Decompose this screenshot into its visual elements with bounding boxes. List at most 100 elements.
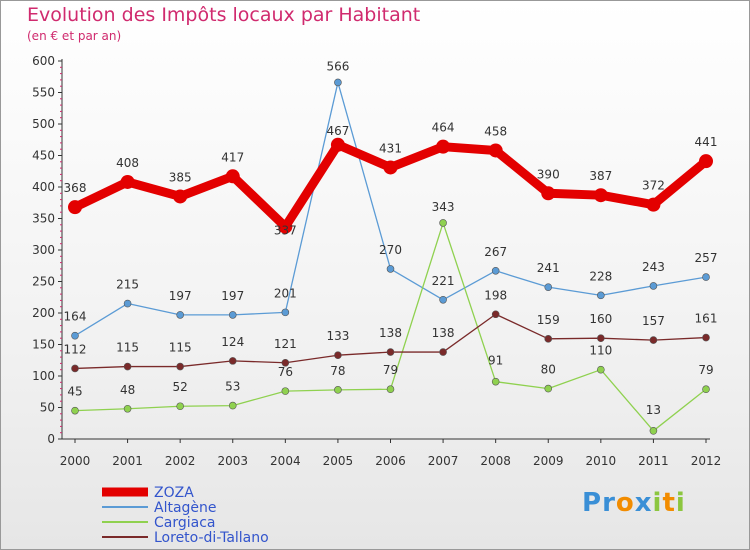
data-label: 159	[537, 313, 560, 327]
data-label: 110	[589, 344, 612, 358]
data-point	[702, 385, 710, 394]
data-label: 161	[695, 312, 718, 326]
data-label: 79	[698, 363, 713, 377]
y-tick-label: 200	[32, 306, 55, 320]
data-point	[649, 336, 658, 344]
data-point	[597, 291, 605, 300]
data-label: 464	[432, 121, 455, 135]
data-label: 372	[642, 179, 665, 193]
data-label: 241	[537, 261, 560, 275]
data-point	[649, 427, 658, 435]
data-point	[544, 384, 553, 393]
data-label: 112	[64, 342, 87, 356]
data-label: 221	[432, 274, 455, 288]
data-point	[334, 386, 342, 394]
data-point	[71, 406, 79, 415]
data-point	[491, 377, 500, 386]
data-point	[225, 169, 240, 184]
data-label: 431	[379, 141, 402, 155]
data-label: 48	[120, 383, 135, 397]
data-point	[176, 402, 184, 411]
logo-letter: x	[634, 488, 653, 518]
data-point	[281, 358, 290, 367]
data-label: 138	[379, 326, 402, 340]
data-point	[71, 331, 79, 340]
data-label: 215	[116, 278, 139, 292]
x-tick-label: 2010	[586, 454, 617, 468]
data-point	[120, 174, 135, 189]
data-label: 441	[695, 135, 718, 149]
legend-label: Cargiaca	[154, 515, 216, 531]
data-point	[123, 362, 132, 371]
data-label: 76	[278, 365, 293, 379]
data-point	[334, 78, 342, 87]
y-tick-label: 600	[32, 54, 55, 68]
logo-letter: i	[652, 488, 663, 518]
y-tick-label: 0	[47, 432, 55, 446]
data-label: 197	[221, 289, 244, 303]
data-point	[646, 197, 661, 212]
y-tick-label: 50	[40, 401, 55, 415]
data-label: 387	[589, 169, 612, 183]
data-point	[544, 283, 553, 291]
data-label: 267	[484, 245, 507, 259]
data-point	[281, 308, 290, 317]
logo-letter: P	[582, 488, 603, 518]
data-point	[228, 401, 237, 410]
data-label: 164	[64, 310, 87, 324]
data-point	[281, 387, 290, 395]
data-label: 343	[432, 200, 455, 214]
y-tick-label: 350	[32, 212, 55, 226]
x-tick-label: 2008	[480, 454, 511, 468]
data-point	[68, 200, 82, 215]
data-label: 78	[330, 364, 345, 378]
data-point	[488, 143, 503, 158]
data-label: 408	[116, 156, 139, 170]
data-point	[334, 351, 342, 360]
data-label: 53	[225, 380, 240, 394]
data-point	[71, 364, 79, 373]
y-tick-label: 300	[32, 243, 55, 257]
data-label: 52	[173, 380, 188, 394]
y-tick-label: 100	[32, 369, 55, 383]
data-label: 201	[274, 286, 297, 300]
data-point	[597, 365, 605, 374]
axes: 0 50 100 150 200 250 300 350 400 450 500 550 600 2000…	[32, 54, 721, 468]
data-label: 385	[169, 170, 192, 184]
proxiti-logo: Proxiti	[582, 488, 686, 518]
data-point	[541, 186, 556, 201]
data-label: 566	[326, 59, 349, 73]
data-label: 417	[221, 150, 244, 164]
data-labels: 368 408 385 417 337 467 431 464 458 390 387 372 441 1…	[64, 59, 718, 416]
data-label: 115	[169, 341, 192, 355]
data-point	[278, 219, 293, 234]
logo-letter: o	[615, 488, 635, 518]
data-label: 133	[326, 329, 349, 343]
data-label: 243	[642, 260, 665, 274]
data-point	[386, 385, 395, 394]
data-label: 121	[274, 337, 297, 351]
x-tick-label: 2002	[165, 454, 196, 468]
data-point	[491, 266, 500, 275]
series-layer	[68, 78, 713, 435]
data-point	[649, 282, 658, 290]
data-point	[330, 137, 345, 152]
legend-label: Loreto-di-Tallano	[154, 530, 269, 546]
x-tick-label: 2003	[217, 454, 248, 468]
data-label: 80	[541, 363, 556, 377]
data-point	[491, 310, 500, 319]
data-label: 270	[379, 243, 402, 257]
legend-label: Altagène	[154, 500, 217, 516]
data-label: 390	[537, 167, 560, 181]
y-tick-label: 450	[32, 149, 55, 163]
data-point	[439, 219, 447, 227]
x-tick-label: 2009	[533, 454, 564, 468]
data-label: 91	[488, 354, 503, 368]
data-point	[386, 348, 395, 356]
logo-letter: t	[662, 488, 676, 518]
data-label: 13	[646, 403, 661, 417]
y-tick-label: 250	[32, 275, 55, 289]
data-label: 368	[64, 181, 87, 195]
data-point	[544, 335, 553, 343]
